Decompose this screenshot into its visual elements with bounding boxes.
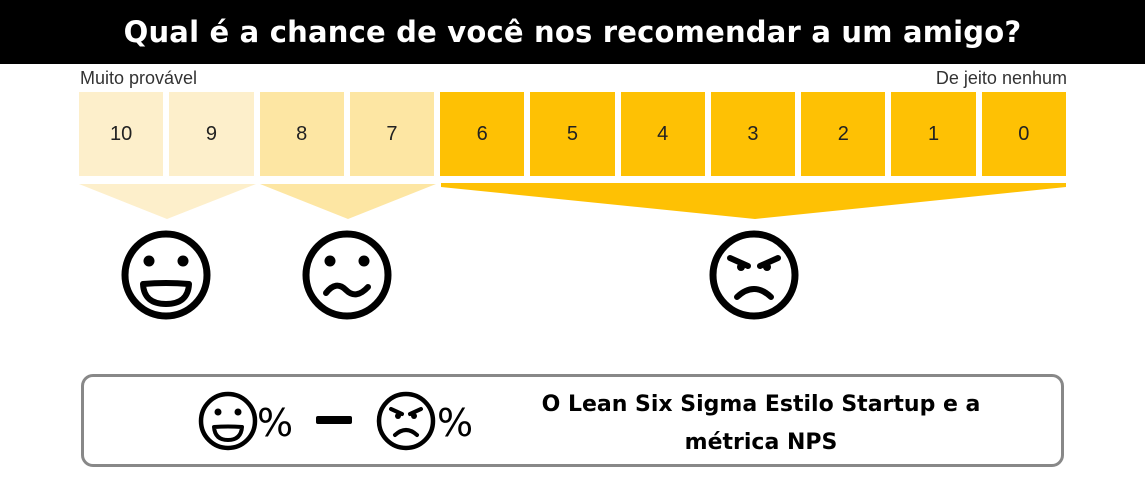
- caption: O Lean Six Sigma Estilo Startup e a métr…: [520, 386, 1002, 462]
- score-2-option[interactable]: 2: [801, 92, 886, 176]
- promoters-pointer: [79, 184, 256, 219]
- score-10-option[interactable]: 10: [79, 92, 164, 176]
- happy-face-icon: [121, 230, 211, 320]
- detractors-pointer: [441, 183, 1066, 219]
- score-5-option[interactable]: 5: [530, 92, 615, 176]
- score-3-option[interactable]: 3: [710, 92, 796, 176]
- small-happy-face-icon: [198, 391, 258, 451]
- score-7-option[interactable]: 7: [349, 92, 435, 176]
- score-6-option[interactable]: 6: [440, 92, 525, 176]
- caption-line-2: métrica NPS: [684, 430, 838, 455]
- scale-label-likely: Muito provável: [80, 68, 198, 88]
- score-4-option[interactable]: 4: [620, 92, 705, 176]
- header-bar: Qual é a chance de você nos recomendar a…: [0, 0, 1145, 64]
- minus-sign: [316, 416, 352, 424]
- small-angry-face-icon: [376, 391, 436, 451]
- scale-label-unlikely: De jeito nenhum: [935, 68, 1067, 88]
- angry-face-icon: [709, 230, 799, 320]
- score-1-option[interactable]: 1: [891, 92, 976, 176]
- wavy-face-icon: [302, 230, 392, 320]
- nps-scale: 10 9 8 7 6 5 4 3 2 1 0: [79, 92, 1066, 176]
- score-9-option[interactable]: 9: [169, 92, 254, 176]
- detractors-percent-symbol: %: [437, 401, 474, 445]
- caption-line-1: O Lean Six Sigma Estilo Startup e a: [541, 392, 981, 417]
- score-8-option[interactable]: 8: [259, 92, 344, 176]
- page-title: Qual é a chance de você nos recomendar a…: [123, 15, 1022, 49]
- passives-pointer: [260, 184, 436, 219]
- promoters-percent-symbol: %: [257, 401, 294, 445]
- score-0-option[interactable]: 0: [981, 92, 1066, 176]
- nps-formula-box: [81, 374, 1064, 467]
